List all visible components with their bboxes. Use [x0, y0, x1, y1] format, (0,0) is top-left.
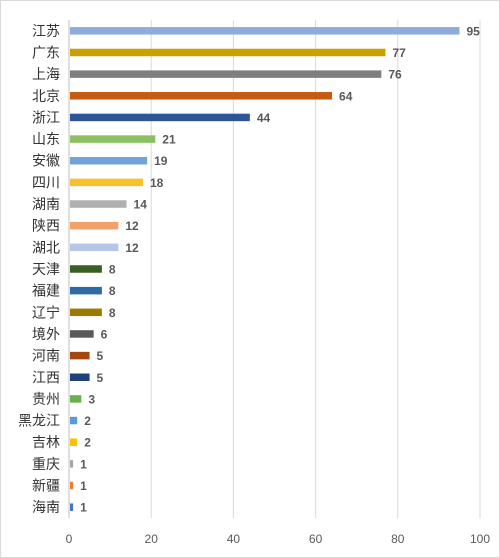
category-label: 江西 [32, 369, 60, 385]
bar [70, 135, 156, 143]
value-label: 8 [109, 284, 116, 298]
value-label: 14 [134, 198, 148, 212]
bar [70, 221, 119, 230]
x-tick-label: 60 [309, 532, 323, 546]
category-label: 辽宁 [32, 304, 60, 320]
value-label: 64 [339, 89, 353, 103]
value-label: 1 [80, 501, 87, 515]
category-label: 湖北 [32, 239, 60, 255]
value-label: 44 [257, 111, 271, 125]
category-labels: 江苏广东上海北京浙江山东安徽四川湖南陕西湖北天津福建辽宁境外河南江西贵州黑龙江吉… [18, 23, 60, 515]
bar [70, 70, 382, 78]
category-label: 河南 [32, 348, 60, 364]
category-label: 新疆 [32, 478, 60, 494]
bar [70, 351, 90, 360]
bar [70, 286, 102, 295]
value-label: 8 [109, 263, 116, 277]
category-label: 黑龙江 [18, 413, 60, 429]
bar [70, 481, 74, 490]
value-label: 18 [150, 176, 164, 190]
bar [70, 460, 74, 468]
category-label: 江苏 [32, 23, 60, 39]
value-label: 76 [388, 68, 402, 82]
x-tick-label: 40 [227, 532, 241, 546]
category-label: 境外 [32, 326, 60, 342]
category-label: 上海 [32, 66, 60, 82]
bar [70, 503, 74, 511]
value-label: 3 [88, 392, 95, 406]
bars [70, 27, 460, 511]
value-label: 5 [97, 371, 104, 385]
bar [70, 243, 119, 252]
value-label: 77 [392, 46, 406, 60]
value-label: 12 [125, 241, 139, 255]
bar [70, 48, 386, 57]
x-tick-label: 100 [470, 532, 490, 546]
category-label: 天津 [32, 261, 60, 277]
x-tick-label: 80 [391, 532, 405, 546]
value-label: 19 [154, 154, 168, 168]
value-label: 1 [80, 479, 87, 493]
value-label: 6 [101, 327, 108, 341]
bar [70, 373, 90, 382]
bar [70, 113, 250, 122]
bar [70, 438, 78, 446]
category-label: 陕西 [32, 218, 60, 234]
bar [70, 330, 94, 338]
value-label: 12 [125, 219, 139, 233]
bar [70, 308, 102, 317]
category-label: 山东 [32, 131, 60, 147]
value-label: 8 [109, 306, 116, 320]
bar [70, 27, 460, 35]
category-label: 湖南 [32, 196, 60, 212]
bar [70, 178, 143, 187]
category-label: 吉林 [32, 434, 60, 450]
category-label: 海南 [32, 499, 60, 515]
gridlines [68, 20, 481, 518]
bar [70, 200, 127, 208]
x-axis-ticks: 0 20 40 60 80 100 [66, 532, 491, 546]
bar [70, 156, 148, 165]
value-label: 1 [80, 457, 87, 471]
bar [70, 92, 333, 100]
value-label: 5 [97, 349, 104, 363]
value-label: 2 [84, 414, 91, 428]
value-label: 95 [466, 24, 480, 38]
category-label: 福建 [32, 283, 60, 299]
category-label: 安徽 [32, 153, 60, 169]
category-label: 四川 [32, 174, 60, 190]
bar [70, 265, 102, 273]
x-tick-label: 20 [145, 532, 159, 546]
bar [70, 416, 78, 425]
category-label: 重庆 [32, 456, 60, 472]
category-label: 北京 [32, 88, 60, 104]
bar [70, 395, 82, 403]
category-label: 广东 [32, 44, 60, 60]
value-label: 2 [84, 436, 91, 450]
category-label: 浙江 [32, 109, 60, 125]
value-label: 21 [162, 133, 176, 147]
x-tick-label: 0 [66, 532, 73, 546]
category-label: 贵州 [32, 391, 60, 407]
